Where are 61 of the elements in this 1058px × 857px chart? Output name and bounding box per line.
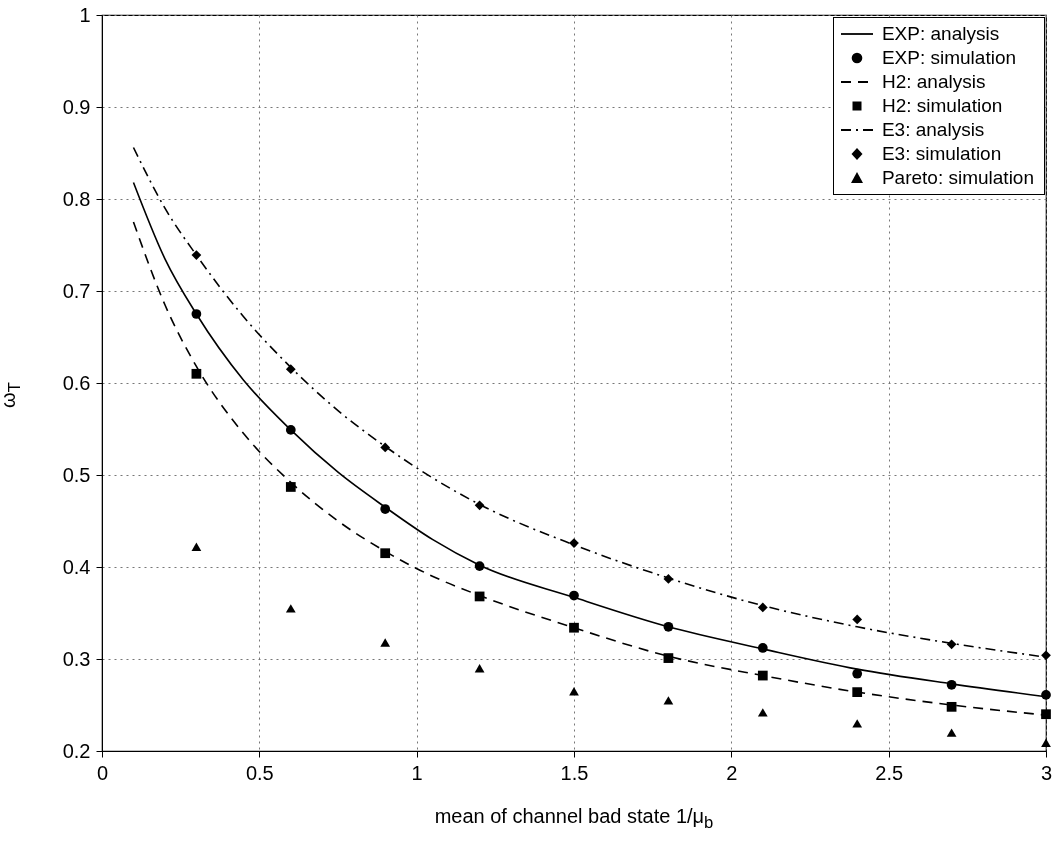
point bbox=[946, 728, 957, 737]
y-tick-label: 0.5 bbox=[62, 463, 91, 486]
point bbox=[1041, 650, 1051, 661]
x-tick-label: 0.5 bbox=[245, 761, 274, 784]
legend-label: H2: simulation bbox=[881, 94, 1003, 118]
point bbox=[191, 250, 202, 260]
point bbox=[285, 604, 296, 613]
x-tick-label: 3 bbox=[1040, 761, 1053, 784]
point bbox=[474, 500, 485, 511]
point bbox=[380, 504, 391, 514]
point bbox=[663, 696, 674, 705]
point bbox=[852, 687, 863, 697]
x-tick-label: 0 bbox=[96, 761, 109, 784]
point bbox=[569, 590, 579, 601]
point bbox=[946, 679, 957, 690]
point bbox=[474, 561, 485, 571]
point bbox=[852, 719, 863, 728]
legend-label: H2: analysis bbox=[881, 70, 986, 94]
point bbox=[191, 309, 202, 319]
y-tick-label: 0.6 bbox=[62, 371, 91, 394]
point bbox=[852, 668, 863, 679]
point bbox=[1041, 709, 1051, 720]
point bbox=[946, 701, 957, 712]
point bbox=[663, 574, 674, 584]
y-tick-label: 0.7 bbox=[62, 279, 91, 302]
legend-label: E3: simulation bbox=[881, 142, 1002, 166]
point bbox=[757, 708, 768, 717]
y-tick-label: 1 bbox=[79, 3, 91, 26]
point bbox=[569, 622, 579, 633]
point bbox=[380, 548, 391, 559]
legend-label: Pareto: simulation bbox=[881, 166, 1034, 190]
point bbox=[946, 639, 957, 650]
point bbox=[663, 621, 674, 632]
point bbox=[757, 643, 768, 653]
legend-label: E3: analysis bbox=[881, 118, 985, 142]
point bbox=[380, 638, 391, 647]
x-tick-label: 1.5 bbox=[560, 761, 589, 784]
point bbox=[380, 442, 391, 453]
legend-label: EXP: simulation bbox=[881, 46, 1017, 70]
x-tick-label: 2.5 bbox=[875, 761, 904, 784]
point bbox=[757, 670, 768, 681]
x-tick-label: 2 bbox=[726, 761, 738, 784]
point bbox=[757, 602, 768, 613]
y-tick-label: 0.8 bbox=[62, 187, 91, 210]
legend-label: EXP: analysis bbox=[881, 22, 1000, 46]
y-tick-label: 0.3 bbox=[62, 647, 91, 670]
point bbox=[852, 614, 863, 625]
point bbox=[191, 368, 202, 379]
point bbox=[663, 653, 674, 663]
x-axis-title: mean of channel bad state 1/μ$_{b}$ bbox=[433, 805, 715, 833]
point bbox=[285, 425, 296, 435]
point bbox=[474, 663, 485, 673]
y-tick-label: 0.4 bbox=[62, 555, 91, 578]
point bbox=[191, 542, 202, 551]
y-tick-label: 0.2 bbox=[62, 739, 91, 762]
x-tick-label: 1 bbox=[411, 761, 423, 784]
point bbox=[1041, 738, 1051, 747]
y-tick-label: 0.9 bbox=[62, 95, 91, 118]
point bbox=[285, 482, 296, 492]
point bbox=[285, 364, 296, 375]
point bbox=[1041, 690, 1051, 700]
